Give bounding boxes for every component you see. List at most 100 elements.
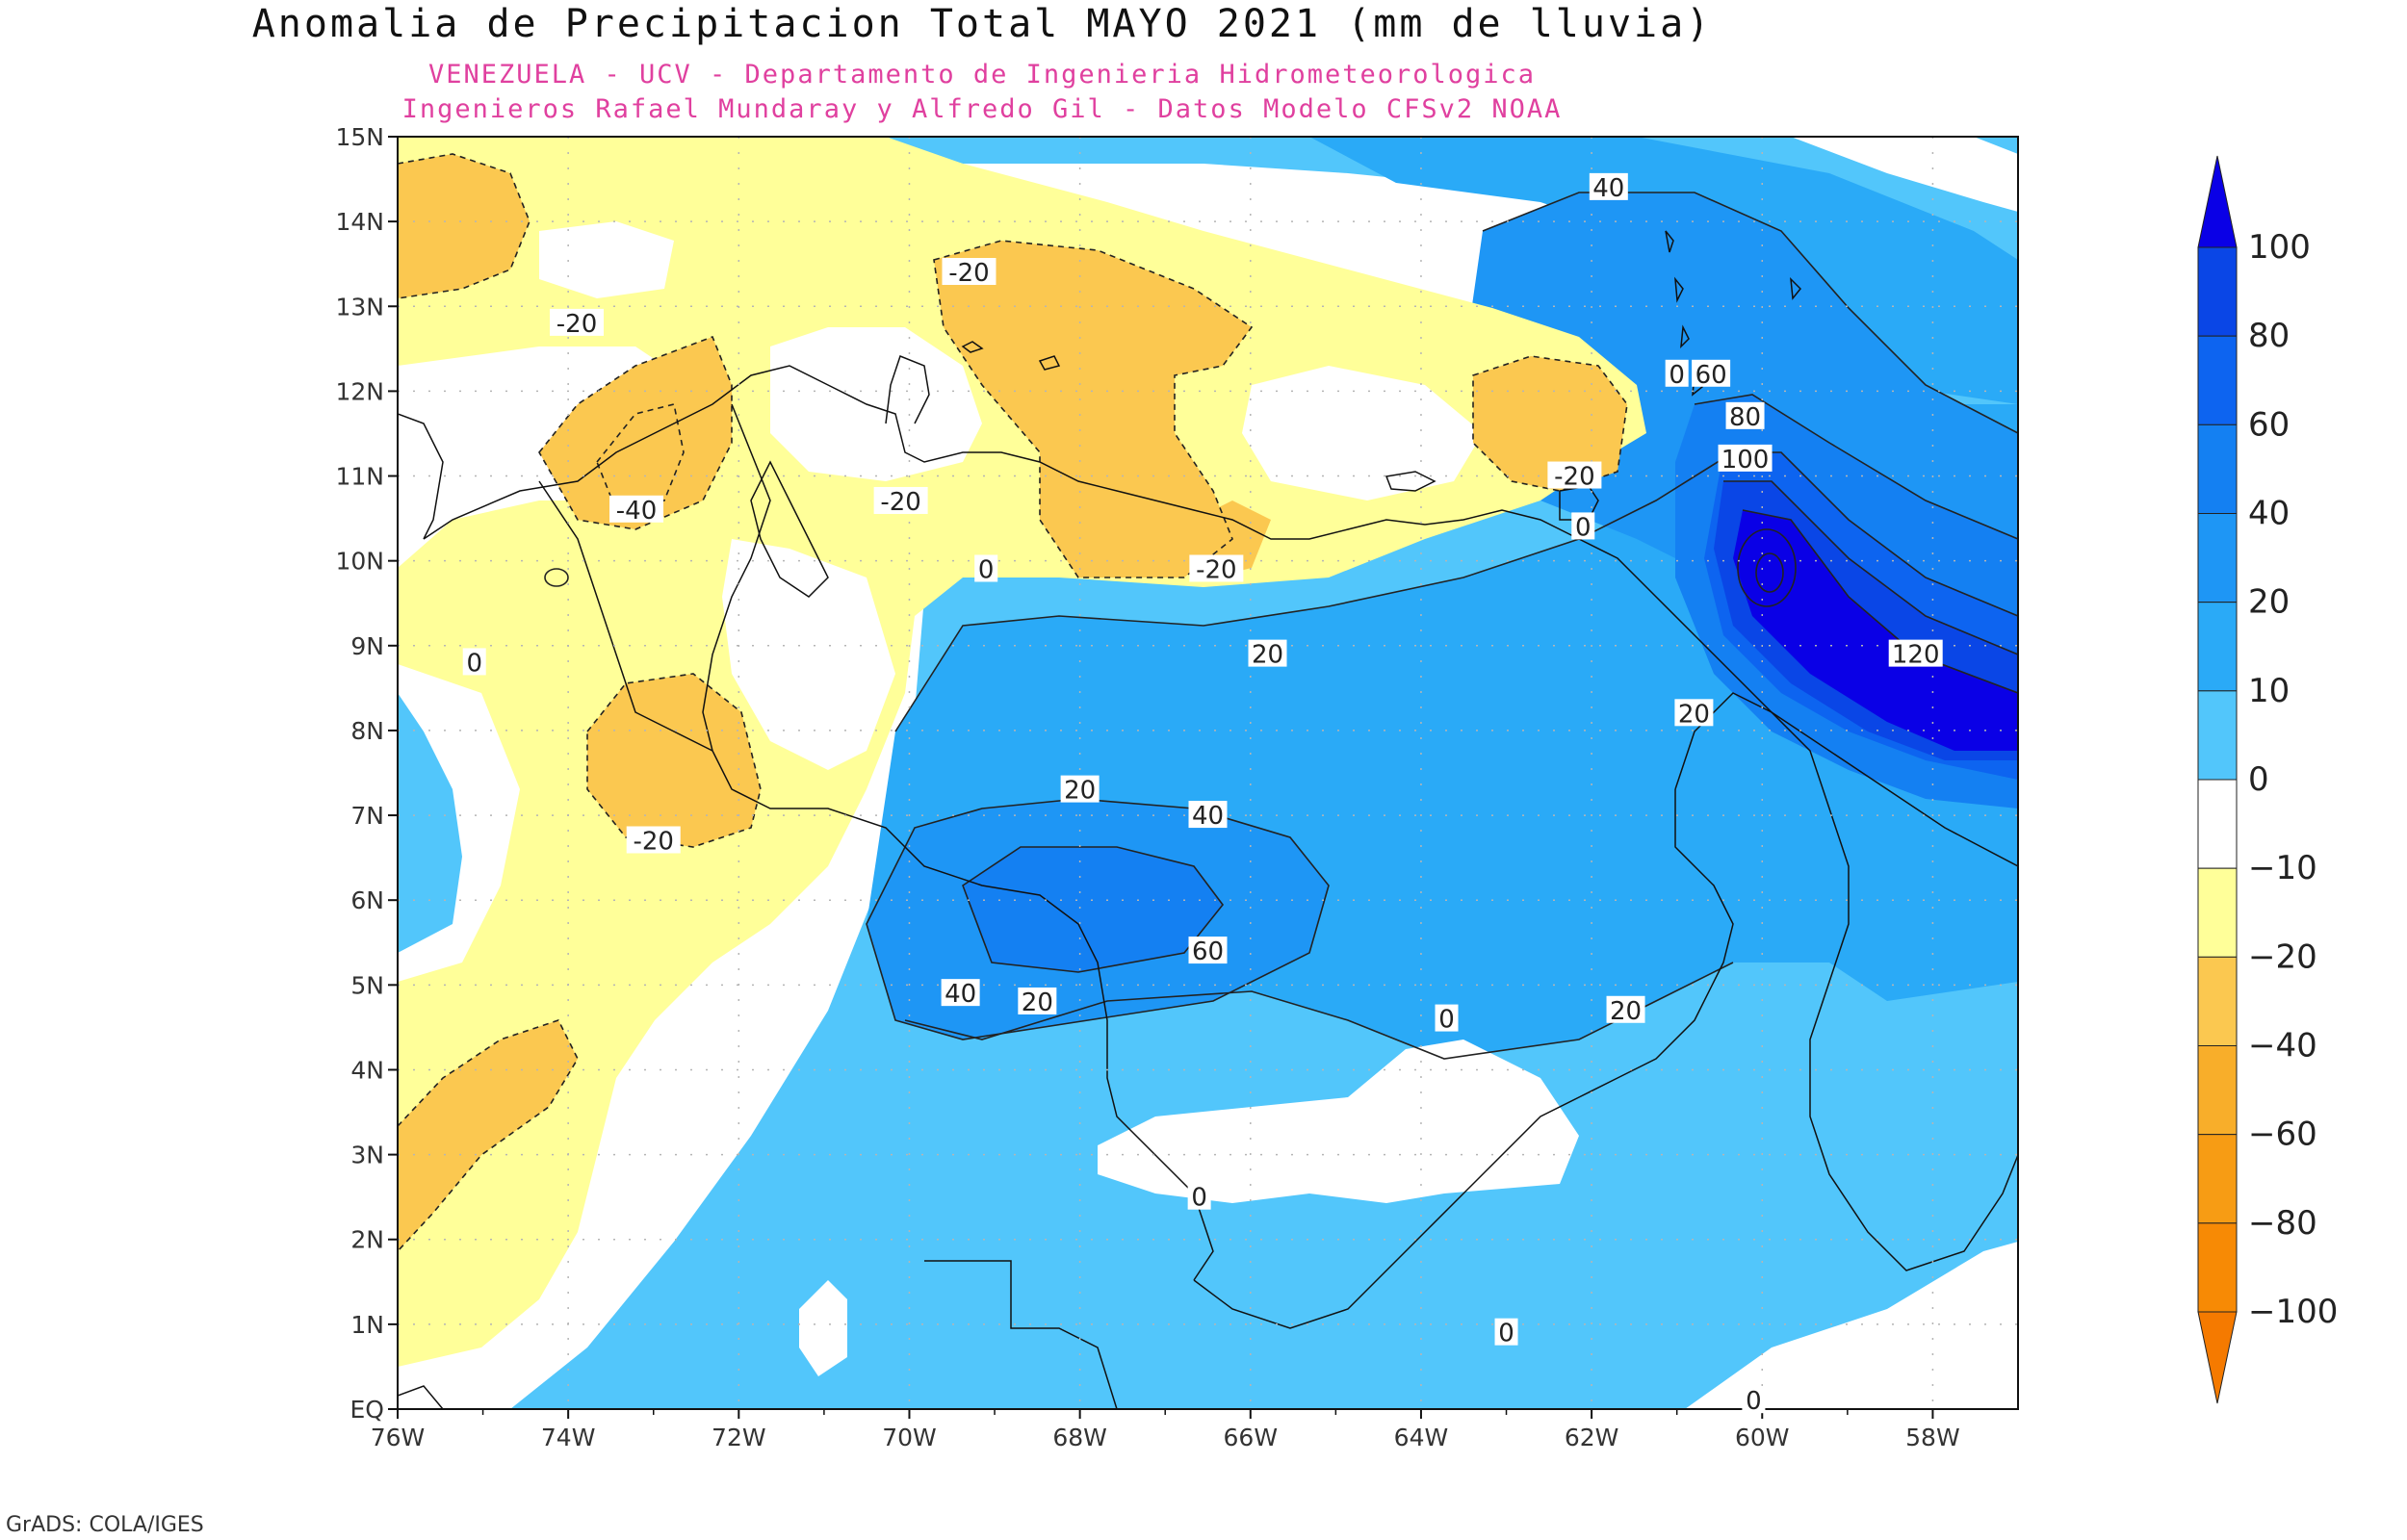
colorbar-level-label: 0 — [2248, 760, 2269, 799]
contour-label-text: 60 — [1695, 361, 1727, 390]
contour-label-text: 120 — [1892, 641, 1940, 670]
contour-label: 0 — [1571, 512, 1595, 542]
contour-label: -20 — [1547, 461, 1602, 492]
colorbar-level-label: −40 — [2248, 1027, 2317, 1065]
colorbar-top-triangle — [2197, 155, 2238, 248]
field-blue-0-west — [398, 693, 462, 953]
colorbar-level-label: 20 — [2248, 583, 2290, 622]
contour-60 — [962, 846, 1225, 973]
contour-neg20-nw — [398, 153, 531, 299]
field-white-gap-2 — [1242, 366, 1483, 500]
y-tick-label: 1N — [350, 1311, 384, 1339]
colorbar-swatch — [2197, 335, 2238, 425]
contour-neg20-north — [933, 240, 1254, 578]
colorbar-bottom-triangle — [2197, 1311, 2238, 1404]
colorbar-level-label: −20 — [2248, 937, 2317, 976]
contour-labels: -20-20-40 -200 -20-20000-20406080100120202… — [462, 172, 1943, 1416]
contour-40 — [866, 798, 1330, 1040]
coastlines-and-borders — [398, 230, 2018, 1409]
contour-label-bg — [1435, 1004, 1459, 1032]
contour-label-bg — [941, 979, 980, 1007]
contour-label-bg — [1547, 461, 1602, 489]
x-tick-label: 76W — [371, 1424, 426, 1451]
contour-label-text: 40 — [1592, 174, 1624, 203]
contour-label-bg — [1494, 1318, 1518, 1346]
caribbean-coastline — [423, 365, 2018, 867]
colombia-venezuela-border — [702, 403, 1214, 1281]
x-tick-label: 66W — [1224, 1424, 1279, 1451]
y-tick-label: 15N — [335, 123, 384, 151]
contour-label: 40 — [941, 979, 980, 1009]
contour-label-text: 0 — [1191, 1184, 1207, 1213]
amazonas-border — [924, 1260, 1118, 1409]
y-tick-label: EQ — [350, 1396, 384, 1424]
contour-label-text: 0 — [1746, 1387, 1762, 1416]
contour-100-east — [1723, 480, 2018, 655]
contour-label: -20 — [1189, 554, 1244, 584]
x-axis: 76W 74W 72W 70W 68W 66W 64W 62W 60W 58W — [371, 1409, 1960, 1451]
contour-label-bg — [626, 826, 681, 854]
y-tick-label: 11N — [335, 463, 384, 491]
x-tick-label: 60W — [1735, 1424, 1790, 1451]
contour-120-east — [1742, 509, 2018, 694]
plot-frame — [397, 136, 2019, 1410]
contour-label: 80 — [1725, 401, 1765, 432]
lesser-antilles — [1665, 230, 1802, 397]
contour-label-bg — [1571, 512, 1595, 540]
map-subtitle-line1: VENEZUELA - UCV - Departamento de Ingeni… — [427, 60, 1537, 90]
map-title: Anomalia de Precipitacion Total MAYO 202… — [251, 2, 1713, 46]
contour-label: 0 — [1435, 1004, 1459, 1035]
contour-label-bg — [873, 486, 928, 514]
contour-label-text: -20 — [948, 259, 989, 288]
field-white-gap-3 — [1637, 137, 2018, 212]
venezuela-brazil-border — [1193, 789, 1734, 1329]
contour-label: 20 — [1606, 995, 1645, 1026]
colorbar-level-label: −80 — [2248, 1204, 2317, 1243]
x-tick-label: 64W — [1394, 1424, 1449, 1451]
field-white-gap-1 — [770, 327, 982, 481]
field-white-south — [1098, 1040, 1579, 1203]
contour-neg20-sw — [398, 1019, 579, 1252]
contour-label: 60 — [1188, 937, 1228, 966]
y-tick-label: 14N — [335, 208, 384, 236]
contour-label: 100 — [1718, 444, 1773, 475]
contour-label-bg — [974, 554, 998, 582]
contour-label-bg — [1888, 639, 1943, 667]
field-orange-guajira — [539, 337, 732, 529]
contour-label-text: 40 — [945, 980, 976, 1009]
y-tick-label: 4N — [350, 1056, 384, 1084]
contour-label-text: 20 — [1610, 997, 1642, 1026]
x-tick-label: 72W — [712, 1424, 766, 1451]
contour-label-bg — [550, 308, 605, 336]
contour-neg40-guajira — [596, 403, 685, 511]
contour-20 — [894, 451, 1734, 732]
y-tick-label: 3N — [350, 1142, 384, 1169]
contour-label: 0 — [1742, 1386, 1766, 1416]
contour-label-bg — [942, 258, 996, 286]
contour-label: 40 — [1589, 172, 1628, 203]
contour-label-bg — [1674, 699, 1714, 727]
colorbar-level-label: −10 — [2248, 849, 2317, 887]
contour-label-bg — [1187, 1182, 1211, 1210]
contour-label-text: -20 — [1554, 463, 1594, 492]
colorbar-level-label: 100 — [2248, 228, 2311, 267]
contour-label-text: 0 — [1575, 513, 1592, 542]
contour-label-text: 20 — [1022, 988, 1053, 1017]
contour-label-bg — [1189, 554, 1244, 582]
contour-label-text: 0 — [466, 649, 482, 678]
colorbar-swatch — [2197, 246, 2238, 337]
field-orange-nw — [398, 154, 530, 298]
contour-label-text: -20 — [880, 488, 920, 517]
contour-label-text: -40 — [616, 497, 657, 526]
contour-label-bg — [1606, 995, 1645, 1023]
contour-label: 40 — [1188, 801, 1228, 831]
y-tick-label: 8N — [350, 717, 384, 745]
x-tick-label: 68W — [1052, 1424, 1107, 1451]
contour-60-east — [1694, 394, 2018, 540]
contour-label: -20 — [873, 486, 928, 517]
x-tick-label: 58W — [1905, 1424, 1960, 1451]
contour-label-text: 80 — [1729, 403, 1761, 432]
contour-neg20-west — [586, 673, 762, 848]
grads-credit: GrADS: COLA/IGES — [6, 1513, 204, 1537]
